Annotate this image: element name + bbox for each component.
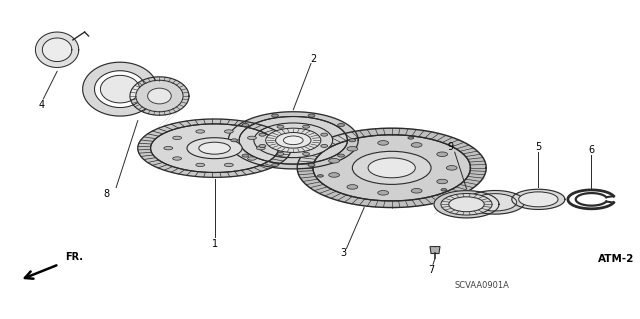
Ellipse shape <box>242 154 249 157</box>
Ellipse shape <box>266 128 321 152</box>
Ellipse shape <box>254 123 333 158</box>
Text: ATM-2: ATM-2 <box>598 254 635 264</box>
Ellipse shape <box>173 136 182 139</box>
Ellipse shape <box>338 123 344 127</box>
Ellipse shape <box>441 189 447 191</box>
Ellipse shape <box>474 194 516 211</box>
Ellipse shape <box>164 146 173 150</box>
Ellipse shape <box>317 174 323 177</box>
Text: 2: 2 <box>310 54 316 63</box>
Ellipse shape <box>173 157 182 160</box>
Ellipse shape <box>449 197 484 212</box>
Ellipse shape <box>248 157 257 160</box>
Ellipse shape <box>436 179 447 184</box>
Ellipse shape <box>321 133 328 136</box>
Polygon shape <box>434 191 499 218</box>
Ellipse shape <box>248 136 257 139</box>
Ellipse shape <box>271 164 278 167</box>
Text: 4: 4 <box>38 100 44 110</box>
Text: 7: 7 <box>428 265 434 275</box>
Ellipse shape <box>408 137 413 139</box>
Ellipse shape <box>225 130 233 133</box>
Polygon shape <box>138 119 291 177</box>
Polygon shape <box>297 128 486 208</box>
Ellipse shape <box>338 154 344 157</box>
Ellipse shape <box>276 132 311 148</box>
Ellipse shape <box>412 189 422 193</box>
Polygon shape <box>430 247 440 254</box>
Ellipse shape <box>441 194 492 215</box>
Polygon shape <box>239 116 348 164</box>
Polygon shape <box>83 62 157 116</box>
Ellipse shape <box>308 164 315 167</box>
Ellipse shape <box>412 143 422 147</box>
Ellipse shape <box>136 80 183 112</box>
Ellipse shape <box>271 114 278 117</box>
Polygon shape <box>130 77 189 115</box>
Ellipse shape <box>321 145 328 147</box>
Ellipse shape <box>378 190 388 195</box>
Ellipse shape <box>257 146 265 150</box>
Ellipse shape <box>436 152 447 157</box>
Text: 6: 6 <box>588 145 595 155</box>
Text: 5: 5 <box>535 142 541 152</box>
Polygon shape <box>512 189 565 210</box>
Polygon shape <box>35 32 79 68</box>
Polygon shape <box>465 190 525 214</box>
Ellipse shape <box>446 166 457 170</box>
Ellipse shape <box>518 192 558 207</box>
Text: 1: 1 <box>211 239 218 249</box>
Ellipse shape <box>303 152 310 155</box>
Ellipse shape <box>199 142 230 154</box>
Ellipse shape <box>368 158 415 178</box>
Ellipse shape <box>347 185 358 189</box>
Ellipse shape <box>329 159 339 163</box>
Ellipse shape <box>196 130 205 133</box>
Ellipse shape <box>277 152 284 155</box>
Ellipse shape <box>187 138 242 159</box>
Ellipse shape <box>277 125 284 128</box>
Ellipse shape <box>308 114 315 117</box>
Ellipse shape <box>378 141 388 145</box>
Text: 9: 9 <box>448 142 454 152</box>
Ellipse shape <box>259 133 266 136</box>
Text: 3: 3 <box>340 249 346 258</box>
Ellipse shape <box>231 139 237 142</box>
Ellipse shape <box>148 88 172 104</box>
Text: 8: 8 <box>103 189 109 199</box>
Ellipse shape <box>353 151 431 184</box>
Text: FR.: FR. <box>65 252 83 262</box>
Ellipse shape <box>225 163 233 167</box>
Ellipse shape <box>349 139 356 142</box>
Polygon shape <box>313 135 470 201</box>
Polygon shape <box>228 112 358 169</box>
Ellipse shape <box>259 145 266 147</box>
Text: SCVAA0901A: SCVAA0901A <box>455 281 509 290</box>
Ellipse shape <box>347 146 358 151</box>
Ellipse shape <box>100 75 140 103</box>
Ellipse shape <box>196 163 205 167</box>
Polygon shape <box>42 38 72 62</box>
Ellipse shape <box>303 125 310 128</box>
Ellipse shape <box>242 123 249 127</box>
Ellipse shape <box>329 173 339 177</box>
Ellipse shape <box>284 136 303 145</box>
Polygon shape <box>150 124 278 173</box>
